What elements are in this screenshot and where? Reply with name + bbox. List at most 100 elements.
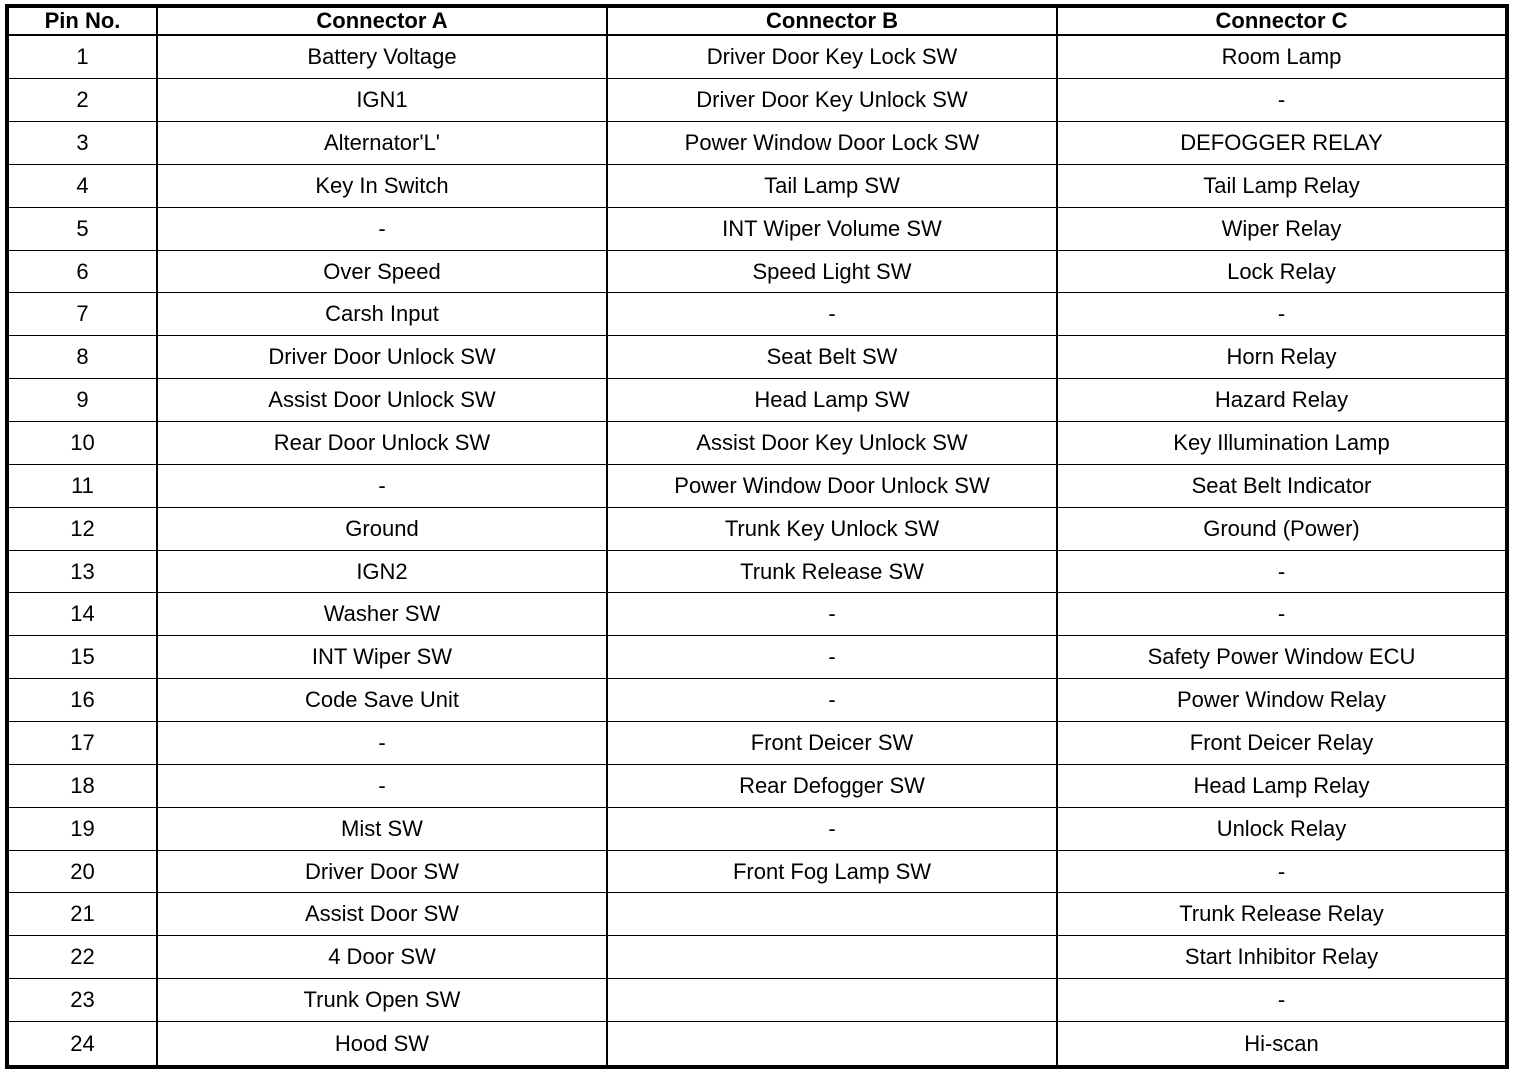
pin-no-cell: 4: [6, 163, 158, 208]
connector-a-cell: Over Speed: [156, 249, 608, 294]
connector-b-cell: -: [606, 806, 1058, 851]
pin-no-cell: 20: [6, 849, 158, 894]
table-row: 22 4 Door SW Start Inhibitor Relay: [6, 935, 1508, 980]
pin-no-cell: 10: [6, 421, 158, 465]
pin-no-cell: 16: [6, 678, 158, 723]
connector-c-cell: Seat Belt Indicator: [1056, 463, 1508, 508]
connector-a-cell: -: [156, 206, 608, 251]
connector-c-cell: DEFOGGER RELAY: [1056, 121, 1508, 165]
pin-no-cell: 3: [6, 121, 158, 165]
connector-a-cell: Assist Door Unlock SW: [156, 378, 608, 423]
header-connector-b: Connector B: [606, 5, 1058, 36]
table-row: 13 IGN2 Trunk Release SW -: [6, 549, 1508, 594]
connector-a-cell: Trunk Open SW: [156, 978, 608, 1023]
connector-b-cell: Front Deicer SW: [606, 721, 1058, 765]
connector-b-cell: -: [606, 292, 1058, 337]
table-row: 14 Washer SW - -: [6, 592, 1508, 637]
connector-c-cell: Key Illumination Lamp: [1056, 421, 1508, 465]
connector-a-cell: Battery Voltage: [156, 34, 608, 80]
connector-c-cell: -: [1056, 292, 1508, 337]
pin-no-cell: 9: [6, 378, 158, 423]
table-row: 10 Rear Door Unlock SW Assist Door Key Unl…: [6, 421, 1508, 465]
header-connector-a: Connector A: [156, 5, 608, 36]
connector-a-cell: Alternator'L': [156, 121, 608, 165]
pin-no-cell: 6: [6, 249, 158, 294]
connector-b-cell: Tail Lamp SW: [606, 163, 1058, 208]
table-row: 7 Carsh Input - -: [6, 292, 1508, 337]
table-row: 16 Code Save Unit - Power Window Relay: [6, 678, 1508, 723]
pin-no-cell: 23: [6, 978, 158, 1023]
connector-a-cell: Assist Door SW: [156, 892, 608, 937]
connector-b-cell: Power Window Door Lock SW: [606, 121, 1058, 165]
table-row: 18- Rear Defogger SW Head Lamp Relay: [6, 763, 1508, 808]
connector-a-cell: IGN1: [156, 78, 608, 123]
table-row: 19 Mist SW - Unlock Relay: [6, 806, 1508, 851]
header-pin-no: Pin No.: [6, 5, 158, 36]
connector-b-cell: Driver Door Key Lock SW: [606, 34, 1058, 80]
pin-no-cell: 13: [6, 549, 158, 594]
connector-b-cell: Power Window Door Unlock SW: [606, 463, 1058, 508]
pin-no-cell: 19: [6, 806, 158, 851]
table-row: 20 Driver Door SW Front Fog Lamp SW -: [6, 849, 1508, 894]
table-row: 3 Alternator'L' Power Window Door Lock SW D…: [6, 121, 1508, 165]
connector-c-cell: Ground (Power): [1056, 506, 1508, 551]
table-row: 12 Ground Trunk Key Unlock SW Ground (Power…: [6, 506, 1508, 551]
connector-c-cell: Wiper Relay: [1056, 206, 1508, 251]
connector-c-cell: Front Deicer Relay: [1056, 721, 1508, 765]
connector-c-cell: Trunk Release Relay: [1056, 892, 1508, 937]
table-row: 2 IGN1 Driver Door Key Unlock SW -: [6, 78, 1508, 123]
table-row: 23 Trunk Open SW -: [6, 978, 1508, 1023]
connector-c-cell: -: [1056, 978, 1508, 1023]
connector-b-cell: [606, 892, 1058, 937]
connector-a-cell: Ground: [156, 506, 608, 551]
connector-c-cell: Safety Power Window ECU: [1056, 635, 1508, 680]
connector-b-cell: -: [606, 635, 1058, 680]
pin-no-cell: 22: [6, 935, 158, 980]
connector-b-cell: INT Wiper Volume SW: [606, 206, 1058, 251]
connector-a-cell: Code Save Unit: [156, 678, 608, 723]
connector-a-cell: -: [156, 721, 608, 765]
header-connector-c: Connector C: [1056, 5, 1508, 36]
connector-c-cell: Start Inhibitor Relay: [1056, 935, 1508, 980]
table-row: 9 Assist Door Unlock SW Head Lamp SW Hazard…: [6, 378, 1508, 423]
connector-b-cell: Driver Door Key Unlock SW: [606, 78, 1058, 123]
connector-a-cell: Rear Door Unlock SW: [156, 421, 608, 465]
connector-a-cell: 4 Door SW: [156, 935, 608, 980]
pin-no-cell: 18: [6, 763, 158, 808]
connector-pin-table: Pin No. Connector A Connector B Connecto…: [5, 4, 1509, 1069]
table-row: 15 INT Wiper SW - Safety Power Window ECU: [6, 635, 1508, 680]
connector-c-cell: Power Window Relay: [1056, 678, 1508, 723]
connector-b-cell: Front Fog Lamp SW: [606, 849, 1058, 894]
connector-a-cell: Mist SW: [156, 806, 608, 851]
connector-c-cell: -: [1056, 78, 1508, 123]
pin-no-cell: 21: [6, 892, 158, 937]
table-row: 24 Hood SW Hi-scan: [6, 1021, 1508, 1068]
connector-b-cell: Head Lamp SW: [606, 378, 1058, 423]
pin-no-cell: 14: [6, 592, 158, 637]
connector-a-cell: Driver Door SW: [156, 849, 608, 894]
connector-c-cell: Lock Relay: [1056, 249, 1508, 294]
connector-a-cell: Driver Door Unlock SW: [156, 335, 608, 380]
connector-b-cell: [606, 935, 1058, 980]
connector-c-cell: Room Lamp: [1056, 34, 1508, 80]
connector-b-cell: Seat Belt SW: [606, 335, 1058, 380]
connector-c-cell: -: [1056, 592, 1508, 637]
connector-b-cell: [606, 1021, 1058, 1068]
pin-no-cell: 11: [6, 463, 158, 508]
connector-c-cell: Tail Lamp Relay: [1056, 163, 1508, 208]
table-row: 21 Assist Door SW Trunk Release Relay: [6, 892, 1508, 937]
table-row: 4 Key In Switch Tail Lamp SW Tail Lamp Rela…: [6, 163, 1508, 208]
pin-no-cell: 1: [6, 34, 158, 80]
pin-no-cell: 12: [6, 506, 158, 551]
connector-b-cell: -: [606, 592, 1058, 637]
table-row: 5- INT Wiper Volume SW Wiper Relay: [6, 206, 1508, 251]
connector-a-cell: Hood SW: [156, 1021, 608, 1068]
connector-c-cell: Hazard Relay: [1056, 378, 1508, 423]
connector-c-cell: Horn Relay: [1056, 335, 1508, 380]
connector-b-cell: Trunk Release SW: [606, 549, 1058, 594]
connector-c-cell: Head Lamp Relay: [1056, 763, 1508, 808]
pin-no-cell: 17: [6, 721, 158, 765]
connector-b-cell: Assist Door Key Unlock SW: [606, 421, 1058, 465]
table-row: 1 Battery Voltage Driver Door Key Lock SW R…: [6, 34, 1508, 80]
connector-c-cell: Unlock Relay: [1056, 806, 1508, 851]
